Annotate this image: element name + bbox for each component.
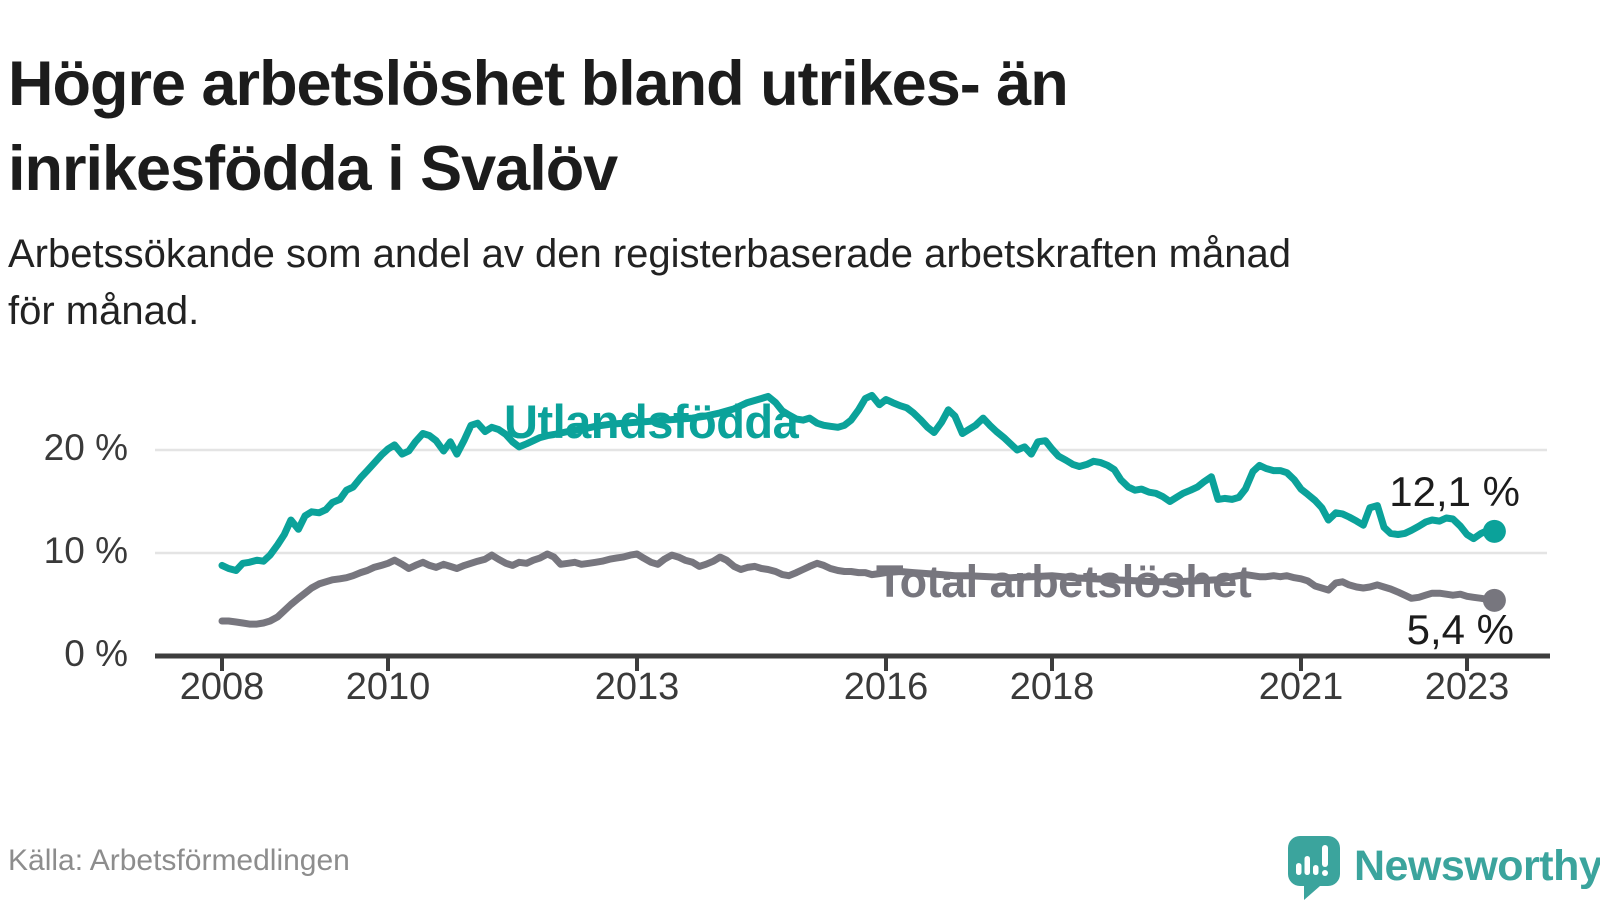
page-title: Högre arbetslöshet bland utrikes- än inr… <box>8 42 1288 211</box>
chart-subtitle: Arbetssökande som andel av den registerb… <box>8 226 1568 340</box>
y-tick-label: 20 % <box>43 427 128 468</box>
end-dot-0 <box>1482 519 1506 543</box>
end-dot-1 <box>1482 588 1506 612</box>
x-tick-label: 2016 <box>843 666 929 708</box>
end-value-label-utlandsfodda: 12,1 % <box>1389 468 1520 515</box>
end-value-label-total: 5,4 % <box>1406 606 1514 653</box>
newsworthy-brand: Newsworthy <box>1288 836 1600 900</box>
source-note: Källa: Arbetsförmedlingen <box>8 844 350 877</box>
series-label-total-arbetsloshet: Total arbetslöshet <box>876 556 1252 607</box>
subtitle-line-2: för månad. <box>8 288 200 333</box>
title-line-2: inrikesfödda i Svalöv <box>8 133 618 204</box>
series-line-1 <box>218 550 1498 628</box>
x-tick-label: 2013 <box>594 666 680 708</box>
series-line-0 <box>218 391 1498 574</box>
logo-exclamation-dot <box>1322 870 1328 876</box>
x-tick-label: 2023 <box>1424 666 1510 708</box>
series-label-utlandsfodda: Utlandsfödda <box>504 395 799 448</box>
x-tick-label: 2021 <box>1258 666 1344 708</box>
x-tick-label: 2010 <box>345 666 431 708</box>
subtitle-line-1: Arbetssökande som andel av den registerb… <box>8 232 1291 276</box>
logo-exclamation-stem <box>1322 845 1328 867</box>
newsworthy-logo-icon <box>1288 836 1340 900</box>
y-tick-label: 0 % <box>64 633 128 674</box>
x-tick-label: 2018 <box>1009 666 1095 708</box>
x-tick-label: 2008 <box>179 666 265 708</box>
title-line-1: Högre arbetslöshet bland utrikes- än <box>8 49 1069 120</box>
brand-name: Newsworthy <box>1354 842 1600 890</box>
y-tick-label: 10 % <box>43 530 128 571</box>
